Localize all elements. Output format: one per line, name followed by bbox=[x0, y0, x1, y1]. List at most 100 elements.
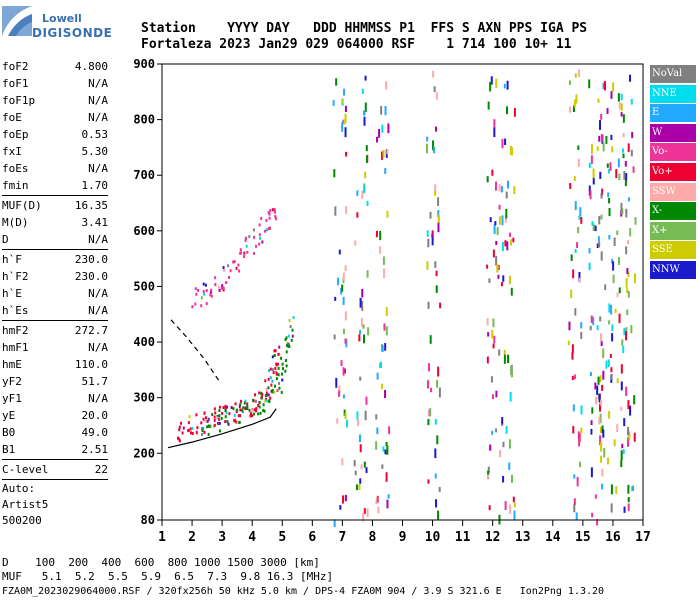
echo-dot bbox=[627, 143, 630, 152]
trace-point bbox=[291, 328, 294, 332]
trace-point bbox=[218, 405, 221, 409]
trace-point bbox=[264, 229, 267, 233]
echo-dot bbox=[487, 332, 490, 337]
trace-point bbox=[218, 429, 221, 433]
echo-dot bbox=[437, 366, 440, 377]
echo-dot bbox=[572, 425, 575, 434]
echo-dot bbox=[601, 384, 604, 391]
trace-point bbox=[239, 251, 242, 255]
echo-dot bbox=[426, 230, 429, 237]
echo-dot bbox=[341, 122, 344, 132]
trace-point bbox=[203, 411, 206, 415]
echo-dot bbox=[609, 162, 612, 171]
echo-dot bbox=[567, 340, 570, 346]
echo-dot bbox=[571, 344, 574, 354]
echo-dot bbox=[599, 316, 602, 322]
echo-dot bbox=[622, 132, 625, 138]
trace-point bbox=[221, 284, 224, 288]
echo-dot bbox=[339, 505, 342, 510]
echo-dot bbox=[438, 486, 441, 492]
param-name: h`Es bbox=[2, 304, 29, 317]
trace-point bbox=[262, 403, 265, 407]
autoscale-note: 500200 bbox=[2, 514, 42, 527]
echo-dot bbox=[632, 485, 635, 491]
trace-point bbox=[271, 208, 274, 212]
digisonde-logo: Lowell DIGISONDE bbox=[2, 4, 132, 44]
echo-dot bbox=[599, 426, 602, 434]
echo-dot bbox=[384, 168, 387, 174]
echo-dot bbox=[504, 501, 507, 510]
x-tick-label: 17 bbox=[635, 530, 651, 545]
echo-traces bbox=[167, 208, 295, 449]
param-row: foE N/A bbox=[2, 109, 108, 126]
echo-dot bbox=[600, 340, 603, 347]
echo-dot bbox=[499, 450, 502, 458]
param-divider bbox=[2, 195, 108, 196]
echo-dot bbox=[600, 134, 603, 142]
echo-dot bbox=[427, 418, 430, 426]
trace-point bbox=[201, 429, 204, 433]
echo-dot bbox=[486, 318, 489, 326]
autoscale-note: Artist5 bbox=[2, 498, 49, 511]
echo-dot bbox=[617, 256, 620, 265]
echo-dot bbox=[590, 420, 593, 425]
echo-dot bbox=[385, 472, 388, 482]
trace-point bbox=[187, 421, 190, 425]
echo-dot bbox=[510, 474, 513, 483]
echo-dot bbox=[332, 100, 335, 106]
echo-dot bbox=[492, 318, 495, 328]
trace-point bbox=[272, 371, 275, 375]
echo-dot bbox=[437, 510, 440, 521]
echo-dot bbox=[505, 425, 508, 434]
x-tick-label: 5 bbox=[278, 530, 286, 545]
echo-dot bbox=[598, 393, 601, 403]
param-row: h`Es N/A bbox=[2, 302, 108, 319]
echo-dot bbox=[627, 497, 630, 503]
echo-dot bbox=[437, 210, 440, 218]
echo-dot bbox=[490, 376, 493, 383]
trace-point bbox=[271, 355, 274, 359]
echo-dot bbox=[573, 474, 576, 479]
echo-dot bbox=[355, 484, 358, 491]
echo-dot bbox=[617, 158, 620, 168]
echo-dot bbox=[380, 105, 383, 115]
echo-dot bbox=[366, 200, 369, 206]
trace-point bbox=[251, 409, 254, 413]
echo-dot bbox=[596, 519, 599, 526]
trace-point bbox=[222, 406, 225, 410]
trace-point bbox=[178, 428, 181, 432]
echo-dot bbox=[616, 378, 619, 384]
trace-point bbox=[244, 236, 247, 240]
echo-dot bbox=[488, 505, 491, 511]
echo-dot bbox=[503, 354, 506, 364]
echo-dot bbox=[615, 169, 618, 179]
echo-dot bbox=[503, 349, 506, 355]
echo-dot bbox=[573, 504, 576, 513]
echo-dot bbox=[624, 160, 627, 167]
trace-point bbox=[187, 429, 190, 433]
trace-point bbox=[182, 426, 185, 430]
legend-entry: X- bbox=[650, 202, 696, 221]
echo-dot bbox=[616, 230, 619, 236]
echo-dot bbox=[510, 239, 513, 246]
echo-dot bbox=[437, 214, 440, 223]
trace-point bbox=[200, 304, 203, 308]
trace-point bbox=[191, 305, 194, 309]
trace-point bbox=[281, 362, 284, 366]
echo-dot bbox=[589, 372, 592, 377]
echo-dot bbox=[624, 180, 627, 187]
echo-dot bbox=[577, 431, 580, 439]
trace-point bbox=[209, 293, 212, 297]
echo-dot bbox=[336, 418, 339, 424]
echo-dot bbox=[492, 343, 495, 349]
echo-dot bbox=[606, 163, 609, 168]
echo-dot bbox=[599, 413, 602, 424]
echo-dot bbox=[620, 460, 623, 467]
trace-point bbox=[176, 436, 179, 440]
trace-point bbox=[273, 349, 276, 353]
echo-dot bbox=[572, 105, 575, 113]
echo-dot bbox=[621, 148, 624, 153]
trace-point bbox=[271, 379, 274, 383]
echo-dot bbox=[506, 241, 509, 251]
trace-point bbox=[280, 372, 283, 376]
